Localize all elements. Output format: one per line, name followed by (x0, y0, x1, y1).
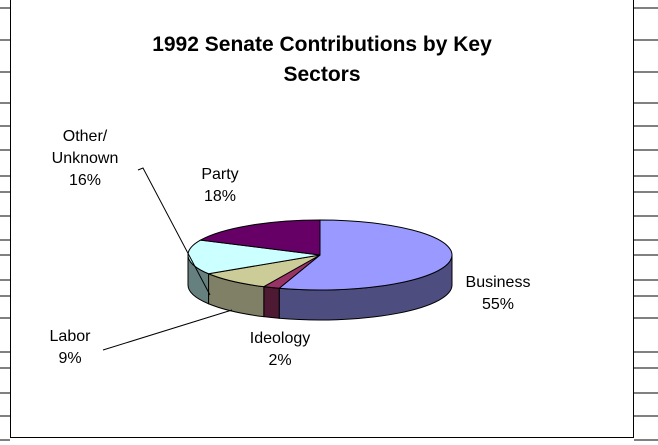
label-other-line-2: Unknown (51, 150, 119, 167)
label-business: Business 55% (448, 272, 548, 316)
label-ideology: Ideology 2% (230, 328, 330, 372)
label-business-pct: 55% (481, 296, 515, 313)
pie-slice-other-unknown (187, 239, 321, 275)
pie-slice-party (198, 219, 321, 256)
chart-title-line-2: Sectors (283, 63, 361, 86)
label-labor-pct: 9% (58, 350, 82, 367)
label-party-pct: 18% (203, 188, 237, 205)
chart-title-line-1: 1992 Senate Contributions by Key (152, 33, 492, 56)
leader-line-other-unknown (137, 167, 211, 296)
label-labor-name: Labor (49, 328, 91, 345)
label-ideology-pct: 2% (268, 352, 292, 369)
pie-side-ideology-0 (263, 286, 280, 319)
label-other-pct: 16% (68, 172, 102, 189)
label-business-name: Business (465, 274, 531, 291)
label-party-name: Party (201, 166, 239, 183)
pie-slice-business (277, 219, 453, 291)
label-other-unknown: Other/ Unknown 16% (40, 126, 130, 192)
label-other-line-1: Other/ (62, 128, 108, 145)
chart-area (10, 0, 634, 438)
label-party: Party 18% (180, 164, 260, 208)
label-ideology-name: Ideology (249, 330, 311, 347)
label-labor: Labor 9% (40, 326, 100, 370)
leader-line-labor (102, 309, 233, 351)
chart-title: 1992 Senate Contributions by Key Sectors (10, 30, 634, 90)
